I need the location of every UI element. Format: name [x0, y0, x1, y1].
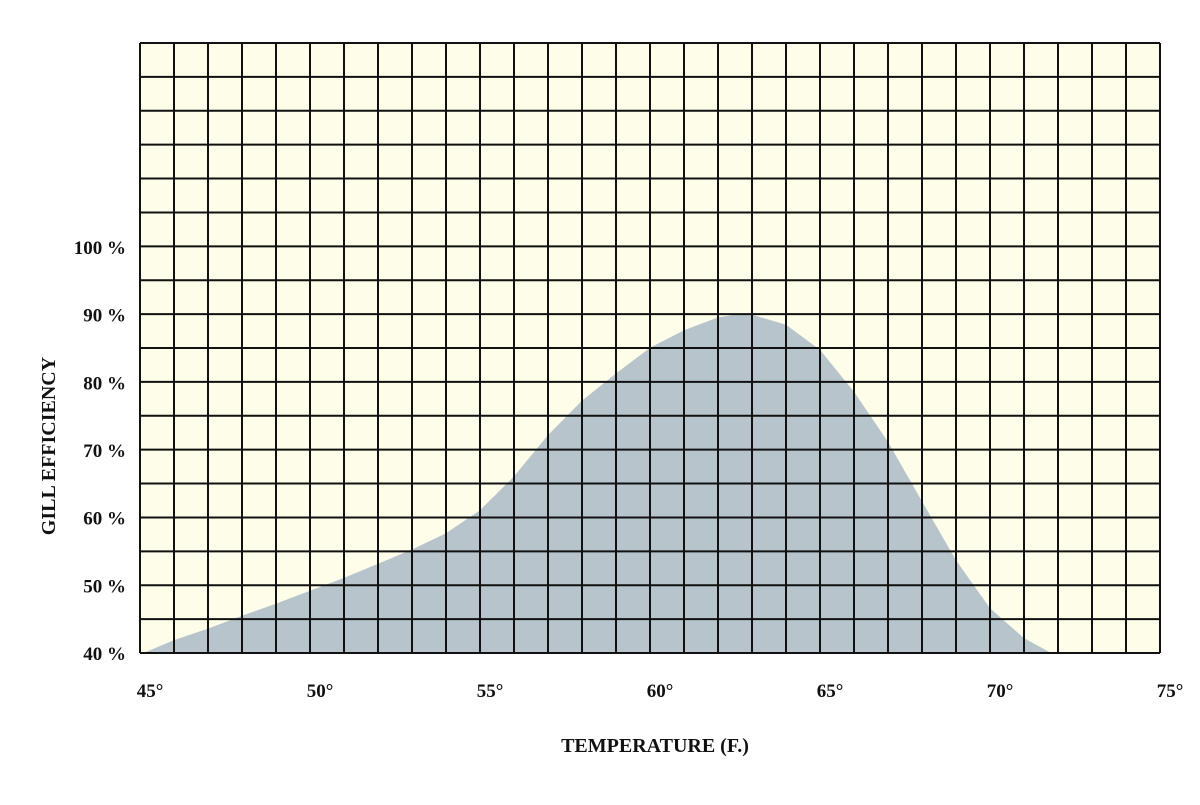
- y-tick-label: 100 %: [74, 238, 126, 259]
- x-tick-label: 65°: [817, 681, 844, 702]
- x-tick-label: 60°: [647, 681, 674, 702]
- y-tick-label: 60 %: [83, 509, 126, 530]
- y-tick-label: 40 %: [83, 644, 126, 665]
- y-tick-label: 90 %: [83, 306, 126, 327]
- x-axis-title: TEMPERATURE (F.): [561, 735, 749, 757]
- x-tick-label: 70°: [987, 681, 1014, 702]
- y-tick-label: 50 %: [83, 576, 126, 597]
- y-tick-label: 70 %: [83, 441, 126, 462]
- x-axis-ticks: 45° 50° 55° 60° 65° 70° 75°: [137, 681, 1184, 702]
- x-tick-label: 55°: [477, 681, 504, 702]
- x-tick-label: 45°: [137, 681, 164, 702]
- y-axis-ticks: 40 % 50 % 60 % 70 % 80 % 90 % 100 %: [74, 238, 126, 665]
- grid: [139, 42, 1161, 654]
- x-tick-label: 50°: [307, 681, 334, 702]
- x-tick-label: 75°: [1157, 681, 1184, 702]
- y-tick-label: 80 %: [83, 373, 126, 394]
- y-axis-title: GILL EFFICIENCY: [38, 356, 60, 535]
